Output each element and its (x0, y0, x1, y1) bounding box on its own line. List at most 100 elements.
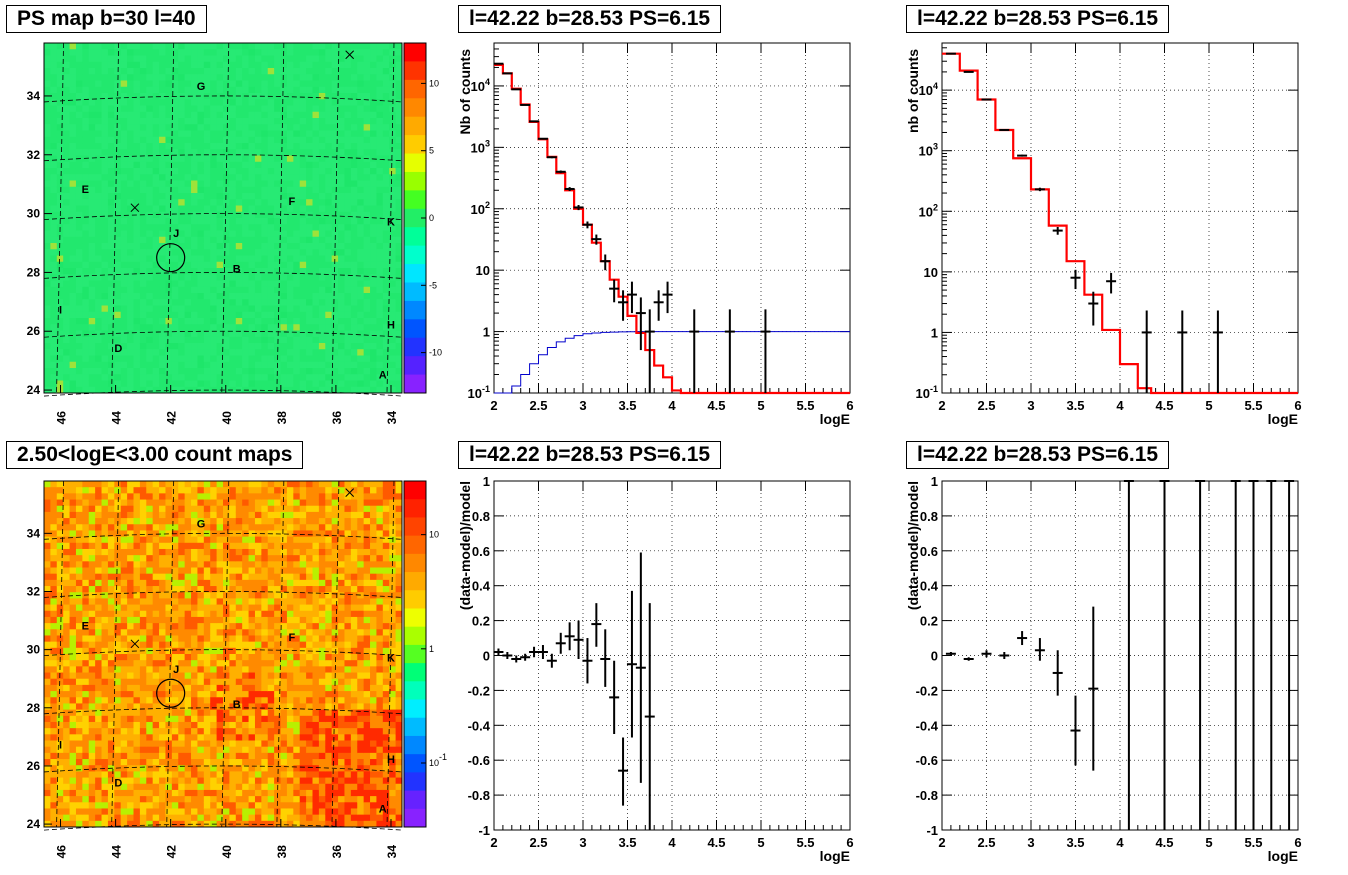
x-tick-label: 5 (1205, 835, 1212, 850)
y-tick-label: -1 (478, 823, 490, 838)
map-parallel (43, 707, 403, 715)
colorbar-swatch (404, 153, 426, 173)
y-tick-label: -0.8 (468, 788, 490, 803)
x-tick-label: 2 (938, 398, 945, 413)
x-axis-label: logE (1268, 411, 1298, 427)
y-tick-label: 10 (476, 263, 490, 278)
x-tick-label: 2 (490, 835, 497, 850)
map-meridian (331, 42, 340, 394)
colorbar-swatch (404, 572, 426, 591)
map-meridian (386, 42, 395, 394)
colorbar-swatch (404, 135, 426, 155)
map-parallel (43, 765, 403, 773)
x-tick-label: 40 (220, 845, 234, 859)
source-label: D (114, 777, 122, 789)
x-tick-label: 4 (668, 398, 676, 413)
y-tick-label: 0 (483, 649, 490, 664)
source-label: B (233, 263, 241, 275)
colorbar-swatch (404, 772, 426, 792)
x-tick-label: 2.5 (529, 398, 547, 413)
y-tick-label: 0.2 (472, 614, 490, 629)
y-tick-label: 0.4 (920, 579, 939, 594)
source-label: G (197, 519, 206, 531)
colorbar-swatch (404, 61, 426, 81)
colorbar-swatch (404, 171, 426, 191)
plot-grid (494, 481, 850, 830)
y-tick-label: 32 (27, 148, 41, 162)
map-meridian (111, 42, 119, 394)
source-label: K (387, 216, 395, 228)
colorbar-swatch (404, 98, 426, 118)
y-tick-label: -0.6 (468, 753, 490, 768)
colorbar-swatch (404, 337, 426, 357)
map-pixels (44, 481, 403, 828)
colorbar-swatch (404, 319, 426, 339)
spectrum-right-title: l=42.22 b=28.53 PS=6.15 (906, 5, 1170, 33)
colorbar-tick-label: 10 (429, 78, 439, 88)
source-label: G (197, 81, 206, 93)
x-tick-label: 6 (1294, 398, 1301, 413)
y-tick-label: 1 (931, 474, 938, 489)
source-label: E (82, 620, 89, 632)
residual-right-plot: 2 2.5 3 3.5 4 4.5 5 5.5 6 -1 -0.8 -0.6 -0.4 -0.2 0 0.2 0… (905, 474, 1302, 864)
skymap-top: 46 44 42 40 38 36 34 24 26 28 30 32 34 G E F J K B I H D A 10 5 0… (27, 42, 442, 425)
y-tick-label: -0.2 (916, 683, 938, 698)
source-cross-icon (345, 488, 355, 497)
map-frame (43, 42, 403, 394)
colorbar-swatch (404, 553, 426, 573)
y-tick-label: 10 (924, 265, 938, 280)
y-tick-label: -0.8 (916, 788, 938, 803)
colorbar-swatch (404, 300, 426, 320)
colorbar-swatch (404, 644, 426, 664)
source-cross-icon (130, 639, 140, 649)
colorbar-swatch (404, 116, 426, 136)
x-tick-label: 5.5 (1244, 835, 1262, 850)
source-label: I (59, 739, 62, 751)
source-label: K (387, 652, 395, 664)
y-tick-label: 28 (27, 265, 41, 279)
x-tick-label: 3 (1027, 398, 1034, 413)
y-tick-label: 30 (27, 643, 41, 657)
map-parallel (43, 213, 403, 220)
colorbar-swatch (404, 245, 426, 265)
y-axis-label: (data-model)/model (457, 481, 473, 610)
y-tick-label: 32 (27, 584, 41, 598)
y-tick-label: 24 (27, 383, 41, 397)
colorbar-swatch (404, 626, 426, 646)
map-grid (43, 42, 403, 397)
source-label: J (173, 664, 179, 676)
colorbar (404, 43, 426, 394)
x-tick-label: 2 (938, 835, 945, 850)
map-meridian (221, 42, 230, 394)
x-tick-label: 46 (55, 411, 69, 425)
source-label: F (288, 196, 295, 208)
colorbar-swatch (404, 608, 426, 628)
colorbar-swatch (404, 717, 426, 737)
x-tick-label: 38 (275, 845, 289, 859)
map-meridian (166, 480, 175, 828)
x-axis-label: logE (1268, 848, 1298, 864)
x-tick-label: 46 (55, 845, 69, 859)
colorbar-frame (403, 480, 427, 828)
map-meridian (166, 42, 175, 394)
model-histogram (942, 52, 1298, 395)
y-tick-label: 10-1 (916, 384, 938, 401)
source-label: H (387, 754, 395, 766)
y-tick-label: 0.8 (472, 509, 490, 524)
map-bottom-title: 2.50<logE<3.00 count maps (6, 441, 304, 469)
x-tick-label: 3 (579, 398, 586, 413)
spectrum-left-plot: 2 2.5 3 3.5 4 4.5 5 5.5 6 10-1 1 10 102 103 104 logE Nb … (457, 42, 854, 427)
y-tick-label: 0.6 (920, 544, 938, 559)
map-meridian (276, 42, 285, 394)
map-parallel (43, 389, 403, 397)
colorbar-swatch (404, 190, 426, 210)
map-pixels (44, 43, 403, 394)
colorbar-swatch (404, 590, 426, 609)
y-tick-label: -0.6 (916, 753, 938, 768)
source-label: J (173, 228, 179, 240)
colorbar-swatch (404, 264, 426, 283)
plot-grid (942, 43, 1298, 393)
map-meridian (276, 480, 285, 828)
x-axis-label: logE (820, 411, 850, 427)
x-tick-label: 44 (110, 411, 124, 425)
